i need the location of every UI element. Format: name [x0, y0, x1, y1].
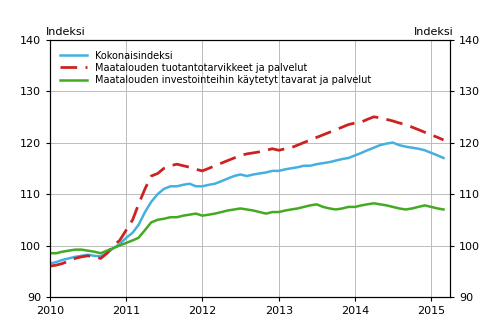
Text: Indeksi: Indeksi	[46, 27, 86, 37]
Line: Kokonaisindeksi: Kokonaisindeksi	[50, 143, 444, 264]
Legend: Kokonaisindeksi, Maatalouden tuotantotarvikkeet ja palvelut, Maatalouden investo: Kokonaisindeksi, Maatalouden tuotantotar…	[56, 47, 375, 89]
Text: Indeksi: Indeksi	[414, 27, 454, 37]
Line: Maatalouden investointeihin käytetyt tavarat ja palvelut: Maatalouden investointeihin käytetyt tav…	[50, 203, 444, 253]
Line: Maatalouden tuotantotarvikkeet ja palvelut: Maatalouden tuotantotarvikkeet ja palvel…	[50, 117, 444, 266]
